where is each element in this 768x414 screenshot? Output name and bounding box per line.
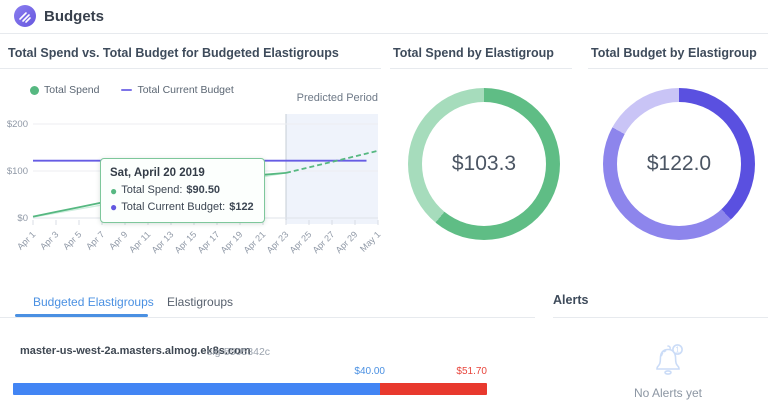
active-tab-indicator — [15, 314, 148, 317]
x-tick-label: Apr 5 — [61, 229, 83, 251]
y-tick-label: $100 — [7, 166, 28, 177]
x-tick-label: Apr 9 — [107, 229, 129, 251]
tooltip-row-spend: ● Total Spend: $90.50 — [110, 182, 254, 199]
total-spend-donut-chart[interactable]: $103.3 — [408, 88, 560, 240]
spend-donut-title: Total Spend by Elastigroup — [393, 46, 554, 60]
tooltip-spend-value: $90.50 — [186, 184, 221, 197]
bell-icon: 1 — [644, 336, 692, 382]
spotinst-logo-icon — [14, 5, 36, 27]
spend-amount-label: $40.00 — [354, 366, 385, 377]
total-budget-value: $122.0 — [646, 152, 712, 175]
overspend-bar-segment — [379, 383, 487, 395]
donut-hole: $122.0 — [617, 102, 741, 226]
donut-hole: $103.3 — [422, 102, 546, 226]
x-tick-label: Apr 23 — [265, 229, 291, 255]
tabs-divider — [0, 317, 535, 318]
legend-label: Total Current Budget — [137, 84, 234, 96]
total-budget-donut-chart[interactable]: $122.0 — [603, 88, 755, 240]
legend-label: Total Spend — [44, 84, 100, 96]
line-chart-title-divider — [0, 68, 381, 69]
x-tick-label: Apr 1 — [15, 229, 37, 251]
x-tick-label: Apr 17 — [196, 229, 222, 255]
tooltip-row-budget: ● Total Current Budget: $122 — [110, 199, 254, 216]
svg-text:1: 1 — [675, 346, 680, 355]
elastigroup-name[interactable]: master-us-west-2a.masters.almog.ek8s.com — [20, 345, 251, 357]
tooltip-spend-label: Total Spend: — [121, 184, 183, 197]
x-tick-label: Apr 19 — [219, 229, 245, 255]
no-alerts-text: No Alerts yet — [633, 386, 703, 400]
x-tick-label: Apr 13 — [150, 229, 176, 255]
app-header: Budgets — [0, 0, 768, 32]
circle-swatch-icon — [30, 85, 39, 95]
tooltip-budget-value: $122 — [229, 200, 254, 213]
budget-donut-title: Total Budget by Elastigroup — [591, 46, 757, 60]
chart-legend: Total Spend Total Current Budget — [30, 84, 234, 96]
dash-swatch-icon — [121, 88, 133, 92]
legend-item-total-spend[interactable]: Total Spend — [30, 84, 99, 96]
header-divider — [0, 33, 768, 34]
x-tick-label: Apr 25 — [288, 229, 314, 255]
alerts-divider — [553, 317, 768, 318]
legend-item-total-current-budget[interactable]: Total Current Budget — [121, 84, 234, 96]
x-tick-label: Apr 29 — [334, 229, 360, 255]
budget-amount-label: $51.70 — [456, 366, 487, 377]
budget-donut-divider — [588, 68, 768, 69]
alerts-title: Alerts — [553, 293, 589, 307]
x-tick-label: Apr 3 — [38, 229, 60, 251]
tab-elastigroups[interactable]: Elastigroups — [167, 295, 234, 309]
predicted-period-region — [286, 114, 378, 224]
tooltip-budget-label: Total Current Budget: — [121, 200, 226, 213]
x-tick-label: Apr 27 — [311, 229, 337, 255]
x-tick-label: Apr 15 — [173, 229, 199, 255]
tab-budgeted-elastigroups[interactable]: Budgeted Elastigroups — [33, 295, 154, 309]
y-tick-label: $0 — [17, 213, 28, 224]
spend-donut-divider — [390, 68, 572, 69]
budget-bullet-icon: ● — [110, 200, 118, 214]
y-tick-label: $200 — [7, 119, 28, 130]
spend-bullet-icon: ● — [110, 183, 118, 198]
spend-vs-budget-bar[interactable] — [13, 383, 487, 395]
page-title: Budgets — [44, 8, 104, 25]
elastigroup-sig-id: sig-5505342c — [207, 346, 271, 358]
x-tick-label: Apr 11 — [127, 229, 152, 254]
chart-tooltip: Sat, April 20 2019 ● Total Spend: $90.50… — [100, 158, 265, 224]
x-tick-label: Apr 7 — [84, 229, 106, 251]
tooltip-date: Sat, April 20 2019 — [110, 167, 205, 179]
total-spend-value: $103.3 — [451, 152, 517, 175]
spend-bar-segment — [13, 383, 380, 395]
x-tick-label: May 1 — [358, 229, 382, 253]
x-tick-label: Apr 21 — [242, 229, 268, 255]
line-chart-title: Total Spend vs. Total Budget for Budgete… — [8, 46, 339, 60]
predicted-period-label: Predicted Period — [296, 92, 378, 104]
